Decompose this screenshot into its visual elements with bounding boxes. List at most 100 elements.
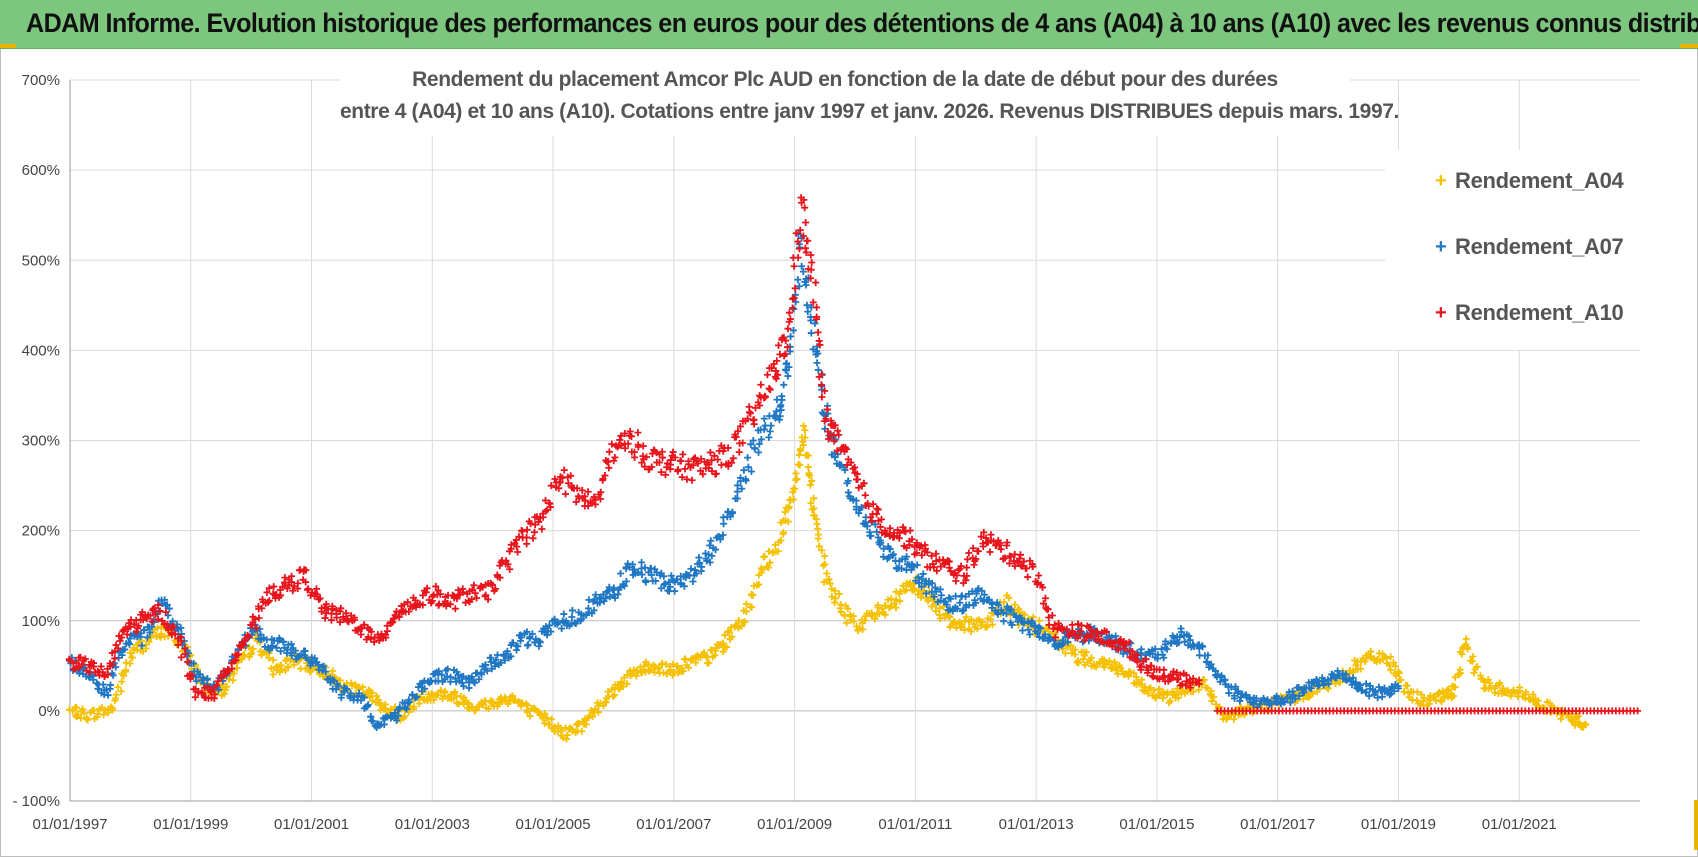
data-point xyxy=(903,553,911,561)
data-point xyxy=(923,548,931,556)
data-point xyxy=(116,637,124,645)
data-point xyxy=(523,628,531,636)
data-point xyxy=(177,653,185,661)
data-point xyxy=(1236,697,1244,705)
data-point xyxy=(863,522,871,530)
data-point xyxy=(936,604,944,612)
data-point xyxy=(821,552,829,560)
data-point xyxy=(793,475,801,483)
data-point xyxy=(589,713,597,721)
data-point xyxy=(714,456,722,464)
data-point xyxy=(679,450,687,458)
data-point xyxy=(772,367,780,375)
data-point xyxy=(767,422,775,430)
data-point xyxy=(663,463,671,471)
data-point xyxy=(1016,551,1024,559)
data-point xyxy=(1256,700,1264,708)
data-point xyxy=(634,569,642,577)
data-point xyxy=(255,614,263,622)
data-point xyxy=(578,727,586,735)
data-point xyxy=(170,623,178,631)
data-point xyxy=(798,262,806,270)
data-point xyxy=(1371,688,1379,696)
data-point xyxy=(747,467,755,475)
data-point xyxy=(932,557,940,565)
data-point xyxy=(258,604,266,612)
data-point xyxy=(861,491,869,499)
y-tick-label: 0% xyxy=(38,703,60,720)
data-point xyxy=(162,608,170,616)
data-point xyxy=(1040,600,1047,608)
legend-label-a10: Rendement_A10 xyxy=(1455,300,1624,325)
data-point xyxy=(287,640,295,648)
data-point xyxy=(1075,659,1083,667)
data-point xyxy=(736,422,744,430)
data-point xyxy=(877,515,885,523)
data-point xyxy=(922,589,930,597)
data-point xyxy=(494,651,502,659)
data-point xyxy=(140,626,148,634)
data-point xyxy=(1114,670,1122,678)
data-point xyxy=(551,475,559,483)
data-point xyxy=(1438,697,1446,705)
data-point xyxy=(132,628,140,636)
data-point xyxy=(288,572,296,580)
data-point xyxy=(1429,693,1437,701)
data-point xyxy=(968,587,976,595)
data-point xyxy=(689,461,697,469)
data-point xyxy=(348,682,356,690)
data-point xyxy=(813,359,821,367)
data-point xyxy=(128,654,136,662)
data-point xyxy=(1374,694,1382,702)
data-point xyxy=(719,639,727,647)
data-point xyxy=(741,618,749,626)
data-point xyxy=(972,599,980,607)
legend-label-a04: Rendement_A04 xyxy=(1455,168,1624,193)
data-point xyxy=(611,453,619,461)
data-point xyxy=(961,617,969,625)
data-point xyxy=(772,375,780,383)
data-point xyxy=(819,562,827,570)
data-point xyxy=(611,594,619,602)
data-point xyxy=(825,435,833,443)
data-point xyxy=(700,648,708,656)
data-point xyxy=(516,637,524,645)
data-point xyxy=(284,663,292,671)
data-point xyxy=(735,617,743,625)
data-point xyxy=(1008,621,1016,629)
data-point xyxy=(634,667,642,675)
data-point xyxy=(1457,648,1465,656)
data-point xyxy=(451,688,459,696)
data-point xyxy=(421,685,429,693)
data-point xyxy=(886,545,894,553)
data-point xyxy=(918,575,926,583)
data-point xyxy=(334,682,342,690)
data-point xyxy=(617,569,625,577)
data-point xyxy=(506,565,514,573)
data-point xyxy=(536,638,544,646)
y-tick-label: 500% xyxy=(22,252,60,269)
data-point xyxy=(525,517,533,525)
data-point xyxy=(266,646,274,654)
grid-vertical xyxy=(69,80,1520,801)
chart-title-line1: Rendement du placement Amcor Plc AUD en … xyxy=(412,68,1278,91)
data-point xyxy=(847,459,855,467)
data-point xyxy=(996,539,1004,547)
data-point xyxy=(1150,686,1158,694)
data-point xyxy=(513,543,521,551)
data-point xyxy=(906,527,914,535)
data-point xyxy=(795,451,803,459)
series-rendement-a10-0- xyxy=(1213,707,1642,715)
legend: + Rendement_A04 + Rendement_A07 + Rendem… xyxy=(1385,150,1643,350)
data-point xyxy=(322,600,330,608)
data-point xyxy=(917,542,925,550)
data-point xyxy=(807,499,815,507)
data-point xyxy=(190,660,198,668)
data-point xyxy=(1019,627,1026,635)
data-point xyxy=(790,262,798,270)
data-point xyxy=(953,605,961,613)
data-point xyxy=(389,615,397,623)
data-point xyxy=(631,453,639,461)
data-point xyxy=(674,467,682,475)
data-point xyxy=(861,617,869,625)
